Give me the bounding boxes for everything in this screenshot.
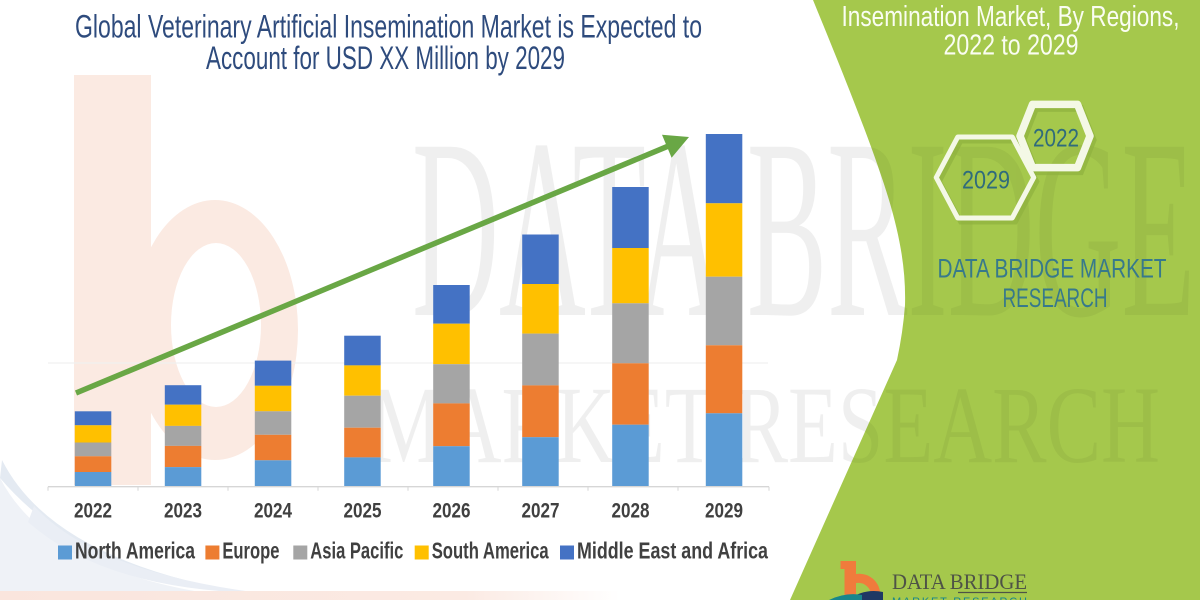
svg-text:2029: 2029 [705, 499, 743, 523]
svg-text:South America: South America [432, 538, 549, 564]
svg-text:Insemination Market, By Region: Insemination Market, By Regions, [842, 1, 1180, 33]
svg-text:2024: 2024 [254, 499, 292, 523]
svg-text:DATA BRIDGE MARKET: DATA BRIDGE MARKET [938, 254, 1167, 284]
svg-text:2026: 2026 [433, 499, 471, 523]
svg-text:North America: North America [75, 538, 195, 564]
svg-text:2023: 2023 [164, 499, 202, 523]
svg-text:MARKET RESEARCH: MARKET RESEARCH [892, 596, 1027, 600]
svg-text:Middle East and Africa: Middle East and Africa [577, 538, 768, 564]
svg-text:RESEARCH: RESEARCH [1003, 283, 1108, 313]
svg-text:Account for USD XX Million by: Account for USD XX Million by 2029 [206, 40, 565, 76]
svg-text:DATA BRIDGE: DATA BRIDGE [892, 569, 1027, 594]
svg-text:2022: 2022 [74, 499, 112, 523]
svg-text:2022: 2022 [1033, 125, 1079, 153]
svg-text:Asia Pacific: Asia Pacific [310, 538, 403, 564]
svg-text:Europe: Europe [222, 538, 279, 564]
svg-text:2022 to 2029: 2022 to 2029 [944, 30, 1079, 62]
svg-text:2025: 2025 [344, 499, 382, 523]
svg-text:2029: 2029 [962, 167, 1010, 195]
svg-text:Global Veterinary Artificial I: Global Veterinary Artificial Inseminatio… [75, 9, 702, 45]
svg-text:2027: 2027 [522, 499, 560, 523]
svg-text:2028: 2028 [612, 499, 650, 523]
